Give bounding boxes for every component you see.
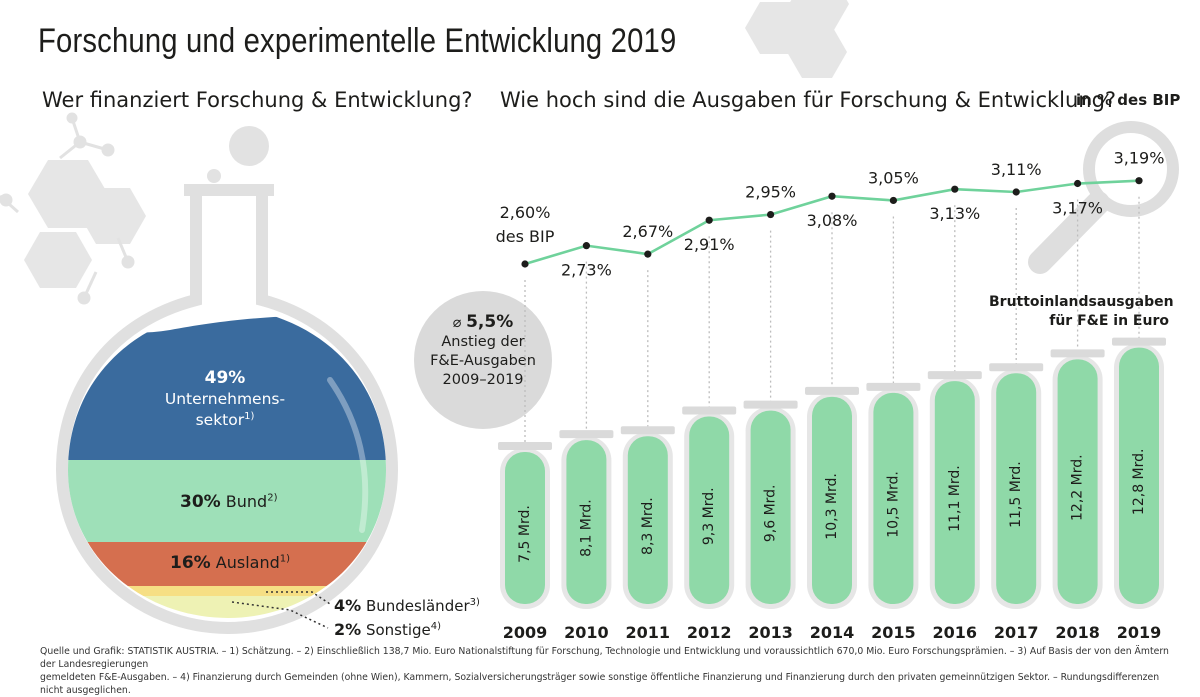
rd-share-point bbox=[1012, 188, 1020, 196]
funding-heading: Wer finanziert Forschung & Entwicklung? bbox=[42, 88, 473, 112]
tube-cap bbox=[1112, 337, 1166, 346]
bundeslaender-label: 4% Bundesländer3) bbox=[334, 596, 480, 615]
rd-share-value-label: 3,13% bbox=[929, 204, 980, 223]
expenditure-bar bbox=[934, 381, 975, 604]
flask-chart bbox=[68, 315, 386, 629]
page-title: Forschung und experimentelle Entwicklung… bbox=[38, 22, 677, 60]
expenditure-bar bbox=[689, 416, 730, 604]
tube-cap bbox=[927, 371, 982, 380]
rd-share-point bbox=[828, 192, 836, 200]
rd-share-point bbox=[705, 216, 713, 224]
expenditure-value-label: 10,5 Mrd. bbox=[885, 471, 901, 538]
expenditure-bar bbox=[1057, 359, 1098, 604]
rd-share-value-label: 2,60% bbox=[500, 203, 551, 222]
expenditure-value-label: 7,5 Mrd. bbox=[517, 505, 533, 563]
rd-share-value-label: 3,19% bbox=[1114, 149, 1165, 168]
expenditure-bar bbox=[812, 396, 852, 604]
rd-share-unit-label: des BIP bbox=[496, 227, 555, 246]
background-decor bbox=[0, 0, 1179, 635]
flask-segment-ausland bbox=[68, 542, 386, 586]
rd-share-point bbox=[582, 242, 591, 250]
rd-share-value-label: 3,05% bbox=[868, 168, 919, 187]
expenditure-value-label: 9,3 Mrd. bbox=[701, 487, 717, 545]
rd-share-value-label: 3,17% bbox=[1052, 199, 1103, 218]
expenditure-bar bbox=[566, 440, 607, 604]
tube-cap bbox=[743, 400, 798, 409]
footnote: Quelle und Grafik: STATISTIK AUSTRIA. – … bbox=[40, 646, 1169, 696]
flask-outline-icon bbox=[55, 184, 399, 635]
rd-share-point bbox=[521, 260, 529, 268]
expenditure-bar bbox=[1119, 347, 1159, 604]
unit-note: in % des BIP bbox=[1076, 91, 1181, 109]
year-tick-label: 2011 bbox=[626, 623, 671, 642]
tube-cap bbox=[498, 442, 552, 450]
bubble-decor-icon bbox=[207, 169, 221, 183]
expenditure-heading: Wie hoch sind die Ausgaben für Forschung… bbox=[500, 88, 1117, 112]
tube-cap bbox=[559, 430, 614, 439]
expenditure-value-label: 11,5 Mrd. bbox=[1008, 461, 1024, 528]
bubble-decor-icon bbox=[229, 126, 269, 166]
molecule-decor-icon bbox=[0, 112, 135, 305]
year-tick-label: 2019 bbox=[1117, 623, 1162, 642]
year-tick-label: 2013 bbox=[748, 623, 793, 642]
rd-share-value-label: 2,73% bbox=[561, 261, 612, 280]
leader-lines bbox=[231, 591, 331, 629]
unternehmenssektor-label: 49% Unternehmens- sektor1) bbox=[164, 368, 286, 429]
year-tick-label: 2009 bbox=[503, 623, 548, 642]
expenditure-value-label: 8,1 Mrd. bbox=[578, 499, 594, 557]
bund-label: 30% Bund2) bbox=[180, 492, 278, 512]
expenditure-value-label: 12,8 Mrd. bbox=[1131, 449, 1147, 516]
flask-segment-bund bbox=[68, 460, 386, 542]
expenditure-value-label: 11,1 Mrd. bbox=[947, 465, 963, 532]
expenditure-value-label: 9,6 Mrd. bbox=[763, 484, 779, 542]
hexagon-decor-icon bbox=[24, 0, 849, 288]
tube-cap bbox=[1050, 349, 1105, 358]
expenditure-bar bbox=[750, 410, 791, 604]
rd-share-value-label: 3,11% bbox=[991, 160, 1042, 179]
expenditure-value-label: 12,2 Mrd. bbox=[1070, 454, 1086, 521]
expenditure-bar bbox=[873, 392, 914, 604]
year-tick-label: 2018 bbox=[1055, 623, 1100, 642]
rd-share-value-label: 2,95% bbox=[745, 183, 796, 202]
rd-share-point bbox=[1074, 179, 1082, 188]
year-tick-label: 2016 bbox=[933, 623, 978, 642]
tube-cap bbox=[866, 382, 921, 391]
year-tick-label: 2012 bbox=[687, 623, 732, 642]
rd-share-value-label: 2,67% bbox=[622, 222, 673, 241]
year-tick-label: 2010 bbox=[564, 623, 609, 642]
expenditure-value-label: 8,3 Mrd. bbox=[640, 497, 656, 555]
rd-share-value-label: 3,08% bbox=[807, 211, 858, 230]
average-growth-bubble: ⌀ 5,5% Anstieg der F&E-Ausgaben 2009–201… bbox=[414, 291, 552, 429]
ausland-label: 16% Ausland1) bbox=[170, 553, 291, 573]
rd-share-point bbox=[1135, 177, 1143, 185]
year-tick-label: 2015 bbox=[871, 623, 916, 642]
year-tick-label: 2017 bbox=[994, 623, 1039, 642]
sonstige-label: 2% Sonstige4) bbox=[334, 620, 442, 639]
rd-share-point bbox=[767, 210, 775, 219]
expenditure-bar bbox=[627, 436, 668, 604]
flask-segment-bundeslaender bbox=[68, 586, 386, 596]
expenditure-bar bbox=[505, 452, 545, 604]
expenditure-chart: 7,5 Mrd. 8,1 Mrd. 8,3 Mrd. 9,3 Mrd. 9,6 Mrd.… bbox=[496, 149, 1166, 642]
expenditure-value-label: 10,3 Mrd. bbox=[824, 473, 840, 540]
magnifier-decor-icon bbox=[1028, 121, 1179, 274]
glass-reflection-icon bbox=[327, 377, 369, 533]
tube-cap bbox=[682, 406, 737, 415]
year-tick-label: 2014 bbox=[810, 623, 855, 642]
tube-cap bbox=[989, 363, 1044, 372]
expenditure-bar bbox=[996, 373, 1037, 604]
rd-share-point bbox=[951, 185, 959, 193]
tube-cap bbox=[620, 426, 675, 435]
tube-cap bbox=[805, 386, 859, 395]
rd-share-value-label: 2,91% bbox=[684, 235, 735, 254]
rd-share-point bbox=[889, 196, 898, 205]
rd-share-point bbox=[644, 250, 652, 258]
